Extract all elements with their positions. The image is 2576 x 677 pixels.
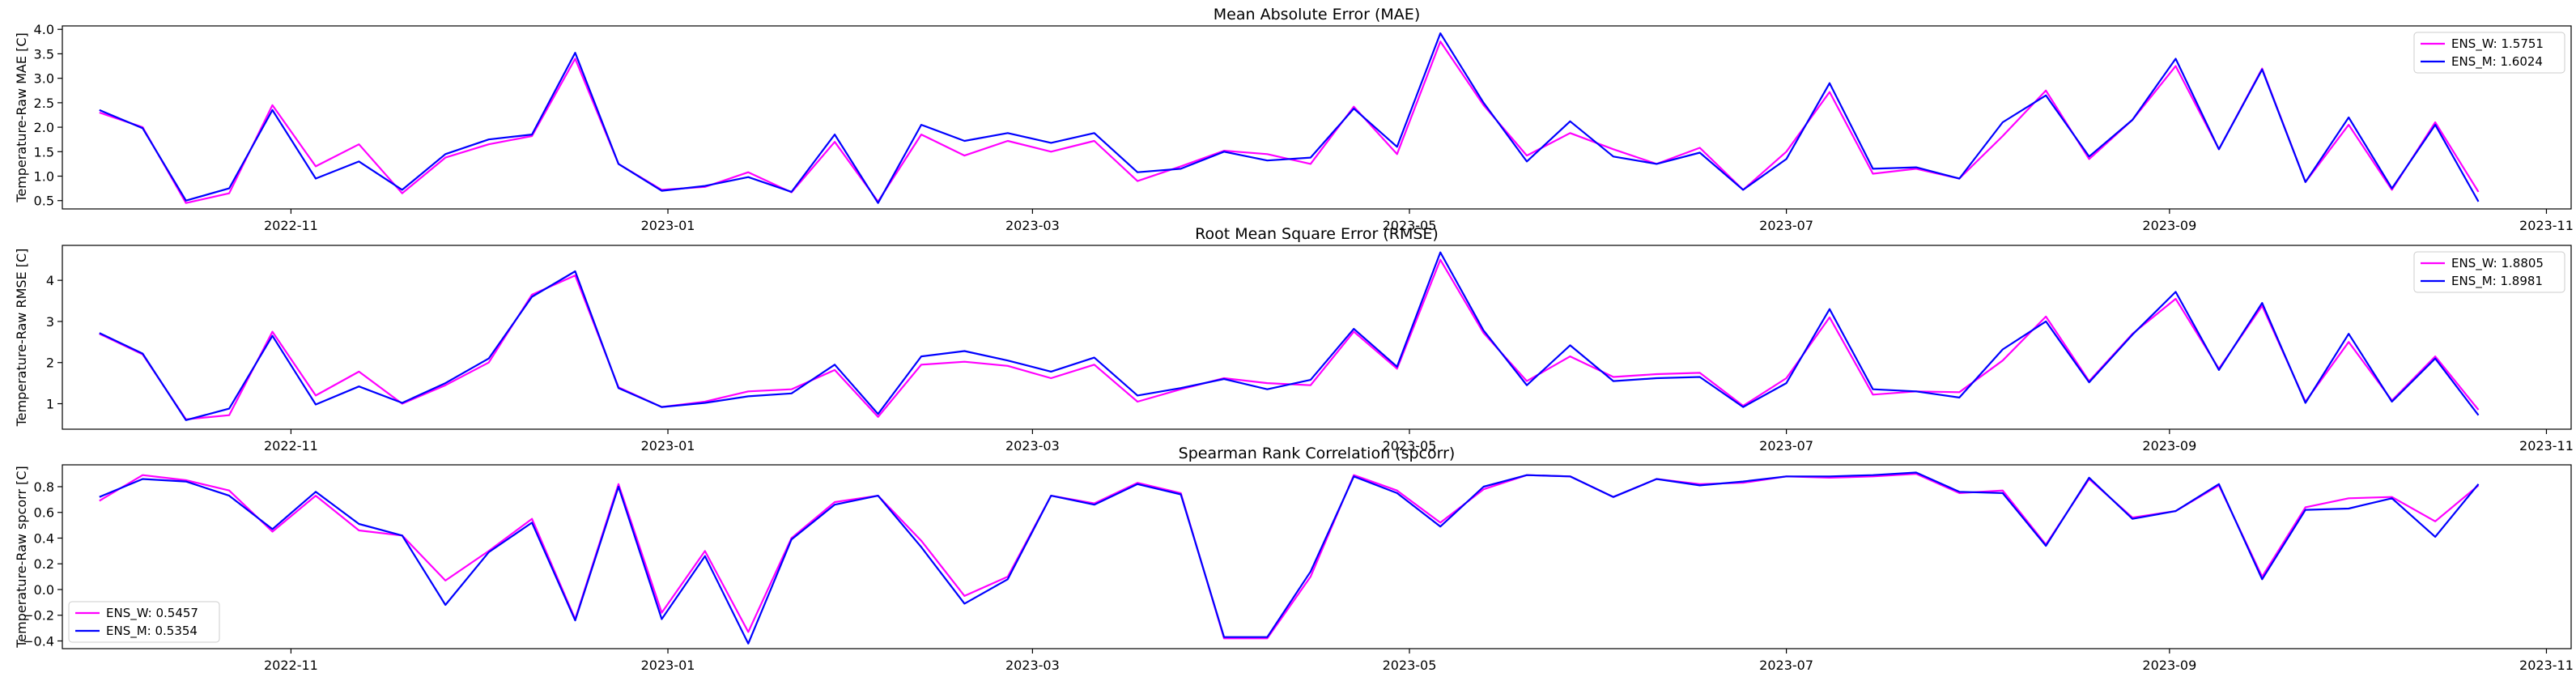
panel3-x-tick-label: 2023-07 — [1759, 658, 1813, 673]
panel2-legend-label: ENS_W: 1.8805 — [2451, 256, 2544, 271]
panel1-y-tick-label: 1.5 — [34, 144, 54, 160]
panel2-y-tick-label: 3 — [46, 314, 54, 330]
panel1-series-ens-w-line — [100, 41, 2479, 202]
panel3-y-tick-label: −0.2 — [23, 608, 54, 624]
panel1-x-tick-label: 2023-11 — [2519, 218, 2574, 233]
panel1-legend-label: ENS_M: 1.6024 — [2451, 54, 2543, 70]
panel2-x-tick-label: 2023-03 — [1005, 438, 1060, 453]
panel1-y-tick-label: 3.0 — [34, 71, 54, 87]
panel1-legend-label: ENS_W: 1.5751 — [2451, 36, 2544, 52]
panel2-y-tick-label: 4 — [46, 273, 54, 288]
panel3-y-tick-label: −0.4 — [23, 633, 54, 649]
panel2-x-tick-label: 2023-07 — [1759, 438, 1813, 453]
panel3-x-tick-label: 2022-11 — [264, 658, 318, 673]
panel3-y-tick-label: 0.8 — [34, 479, 54, 495]
panel3-x-tick-label: 2023-05 — [1383, 658, 1437, 673]
panel1-x-tick-label: 2023-03 — [1005, 218, 1060, 233]
panel3-legend-label: ENS_M: 0.5354 — [106, 624, 198, 639]
panel2-y-axis-label: Temperature-Raw RMSE [C] — [14, 249, 29, 428]
panel2-series-ens-w-line — [100, 260, 2479, 419]
panel2-x-tick-label: 2023-11 — [2519, 438, 2574, 453]
panel3-y-tick-label: 0.0 — [34, 582, 54, 598]
panel3-y-tick-label: 0.6 — [34, 505, 54, 521]
panel1-y-tick-label: 3.5 — [34, 46, 54, 62]
panel3-y-tick-label: 0.2 — [34, 556, 54, 572]
panel2-series-ens-m-line — [100, 253, 2479, 420]
panel1-x-tick-label: 2022-11 — [264, 218, 318, 233]
panel3-x-tick-label: 2023-11 — [2519, 658, 2574, 673]
panel1-axes-frame — [62, 26, 2571, 209]
panel3-y-tick-label: 0.4 — [34, 530, 54, 546]
panel2-x-tick-label: 2023-01 — [641, 438, 695, 453]
panel2-y-tick-label: 2 — [46, 356, 54, 371]
panel1-x-tick-label: 2023-09 — [2142, 218, 2196, 233]
panel3-x-tick-label: 2023-01 — [641, 658, 695, 673]
panel1-x-tick-label: 2023-07 — [1759, 218, 1813, 233]
panel1-chart-title: Mean Absolute Error (MAE) — [1214, 6, 1420, 23]
panel2-legend-label: ENS_M: 1.8981 — [2451, 274, 2543, 289]
panel1-y-tick-label: 0.5 — [34, 194, 54, 209]
panel3-series-ens-w-line — [100, 474, 2479, 638]
panel3-legend-label: ENS_W: 0.5457 — [106, 606, 198, 621]
panel1-series-ens-m-line — [100, 33, 2479, 203]
panel1-y-tick-label: 4.0 — [34, 22, 54, 37]
panel2-x-tick-label: 2022-11 — [264, 438, 318, 453]
panel3-chart-title: Spearman Rank Correlation (spcorr) — [1179, 445, 1456, 462]
panel1-y-tick-label: 2.0 — [34, 120, 54, 135]
panel1-y-axis-label: Temperature-Raw MAE [C] — [14, 32, 29, 202]
panel3-x-tick-label: 2023-09 — [2142, 658, 2196, 673]
panel2-y-tick-label: 1 — [46, 397, 54, 412]
panel1-x-tick-label: 2023-01 — [641, 218, 695, 233]
panel2-axes-frame — [62, 245, 2571, 429]
panel3-series-ens-m-line — [100, 473, 2479, 644]
panel1-y-tick-label: 1.0 — [34, 169, 54, 185]
panel3-x-tick-label: 2023-03 — [1005, 658, 1060, 673]
panel1-y-tick-label: 2.5 — [34, 96, 54, 111]
panel2-chart-title: Root Mean Square Error (RMSE) — [1195, 225, 1439, 243]
panel2-x-tick-label: 2023-09 — [2142, 438, 2196, 453]
